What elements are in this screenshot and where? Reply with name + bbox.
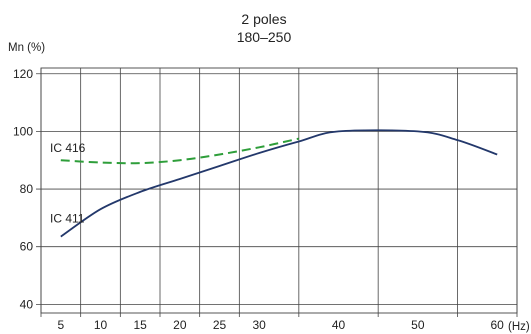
x-tick-label: 15	[133, 318, 147, 332]
chart-title: 2 poles	[241, 11, 286, 27]
chart-subtitle: 180–250	[237, 29, 292, 45]
plot-frame	[40, 67, 518, 314]
x-tick-label: 30	[252, 318, 266, 332]
series-line-ic-416	[60, 137, 300, 165]
series-line-ic-411	[60, 129, 498, 238]
tick-labels: 5 10 15 20 25 30 40 50 60 40 60 80 100 120	[13, 67, 504, 332]
x-tick-label: 5	[57, 318, 64, 332]
x-axis-label: (Hz)	[508, 321, 530, 333]
x-tick-label: 50	[411, 318, 425, 332]
y-axis-label: Mn (%)	[8, 42, 45, 54]
x-tick-label: 25	[213, 318, 227, 332]
grid	[36, 67, 518, 317]
y-tick-label: 60	[20, 240, 34, 254]
series-labels: IC 416 IC 411	[50, 141, 86, 225]
y-tick-label: 80	[20, 182, 34, 196]
y-tick-label: 40	[20, 297, 34, 311]
series-label-ic-411: IC 411	[50, 212, 85, 226]
x-tick-label: 60	[490, 318, 504, 332]
series-label-ic-416: IC 416	[50, 141, 86, 155]
series	[60, 129, 498, 238]
y-tick-label: 120	[13, 67, 33, 81]
y-tick-label: 100	[13, 124, 33, 138]
x-tick-label: 10	[94, 318, 108, 332]
x-tick-label: 40	[332, 318, 346, 332]
x-tick-label: 20	[173, 318, 187, 332]
